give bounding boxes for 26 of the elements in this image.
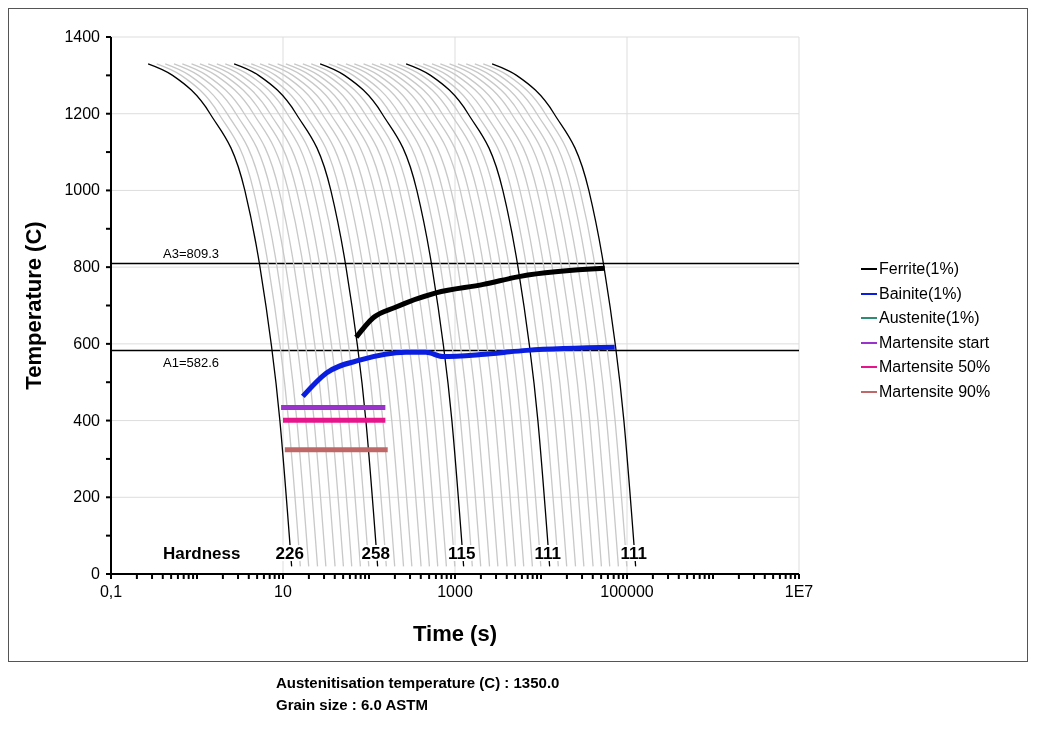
legend-label: Austenite(1%) bbox=[879, 308, 980, 328]
y-tick-label: 200 bbox=[73, 488, 101, 506]
ref-line-label: A3=809.3 bbox=[163, 245, 220, 261]
ref-line-label: A1=582.6 bbox=[163, 354, 220, 370]
y-tick-label: 400 bbox=[73, 411, 101, 429]
x-axis-title: Time (s) bbox=[413, 621, 497, 646]
x-tick-label: 1000 bbox=[437, 583, 473, 600]
y-tick-label: 1200 bbox=[64, 104, 101, 122]
x-tick-label: 1E7 bbox=[784, 583, 814, 600]
legend-label: Martensite start bbox=[879, 332, 990, 353]
text: Austenitisation temperature (C) : 1350.0 bbox=[276, 673, 561, 693]
y-axis-title: Temperature (C) bbox=[20, 221, 46, 390]
x-tick-label: 10 bbox=[274, 583, 292, 600]
y-tick-label: 1000 bbox=[64, 181, 101, 199]
annotation: Hardness bbox=[163, 543, 241, 563]
y-tick-label: 0 bbox=[91, 565, 101, 582]
legend-label: Martensite 50% bbox=[879, 357, 991, 377]
y-tick-label: 600 bbox=[73, 334, 101, 352]
x-tick-label: 100000 bbox=[600, 583, 654, 600]
y-tick-label: 800 bbox=[73, 258, 101, 276]
x-tick-label: 0,1 bbox=[99, 583, 123, 600]
legend-label: Bainite(1%) bbox=[879, 283, 962, 304]
y-tick-label: 1400 bbox=[64, 28, 101, 45]
legend-label: Martensite 90% bbox=[879, 381, 991, 402]
text: Grain size : 6.0 ASTM bbox=[276, 695, 429, 715]
legend-label: Ferrite(1%) bbox=[879, 259, 960, 279]
